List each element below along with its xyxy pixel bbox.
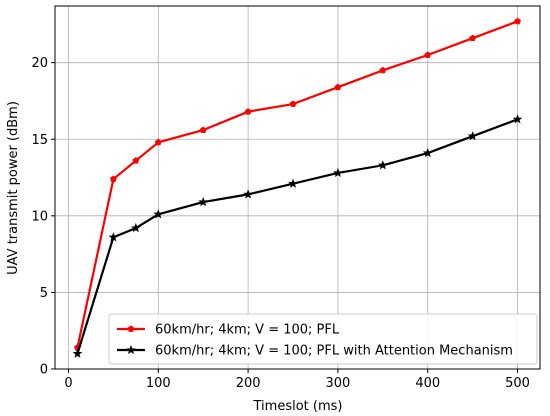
data-point: [467, 131, 478, 141]
data-point: [244, 108, 252, 115]
y-tick-label: 15: [31, 133, 48, 148]
legend-box: [108, 313, 538, 365]
data-point: [469, 34, 477, 42]
data-point: [243, 189, 253, 199]
series-2: [72, 114, 523, 358]
tick-layer: 0 100 200 300 400 500 0 5 10 15 20: [31, 56, 530, 391]
legend: 60km/hr; 4km; V = 100; PFL 60km/hr; 4km; …: [108, 313, 538, 365]
data-point: [109, 175, 117, 182]
legend-item-2: 60km/hr; 4km; V = 100; PFL with Attentio…: [117, 344, 513, 359]
data-point: [199, 126, 207, 133]
legend-item-1: 60km/hr; 4km; V = 100; PFL: [117, 323, 340, 338]
y-tick-label: 0: [40, 363, 48, 378]
y-tick-label: 5: [40, 286, 48, 301]
data-point: [153, 209, 164, 219]
legend-label: 60km/hr; 4km; V = 100; PFL: [155, 323, 340, 338]
data-point: [334, 83, 342, 91]
data-point: [108, 232, 119, 242]
data-point: [198, 197, 208, 207]
y-axis-label: UAV transmit power (dBm): [6, 101, 21, 275]
data-point: [72, 348, 83, 358]
legend-label: 60km/hr; 4km; V = 100; PFL with Attentio…: [155, 344, 513, 359]
data-point: [132, 157, 140, 164]
data-point: [422, 148, 433, 158]
x-tick-label: 200: [236, 376, 261, 391]
data-point: [424, 51, 432, 58]
y-tick-label: 10: [31, 209, 48, 224]
legend-marker: [126, 344, 136, 355]
data-point: [288, 178, 298, 188]
data-point: [154, 138, 162, 146]
plot-area-frame: [54, 5, 541, 370]
y-tick-label: 20: [31, 56, 48, 71]
series-1: [74, 17, 521, 351]
data-point: [379, 66, 387, 74]
x-tick-label: 300: [326, 376, 351, 391]
x-tick-label: 0: [64, 376, 72, 391]
data-point: [514, 17, 521, 25]
legend-marker: [127, 325, 135, 332]
data-point: [333, 167, 343, 178]
x-axis-label: Timeslot (ms): [253, 399, 343, 414]
series-layer: [72, 17, 523, 358]
x-tick-label: 100: [146, 376, 171, 391]
data-point: [289, 100, 297, 107]
x-tick-label: 400: [415, 376, 440, 391]
data-point: [131, 223, 141, 233]
data-point: [512, 114, 523, 124]
series-line: [76, 20, 518, 348]
data-point: [378, 160, 388, 170]
series-line: [76, 118, 518, 355]
x-tick-label: 500: [505, 376, 530, 391]
